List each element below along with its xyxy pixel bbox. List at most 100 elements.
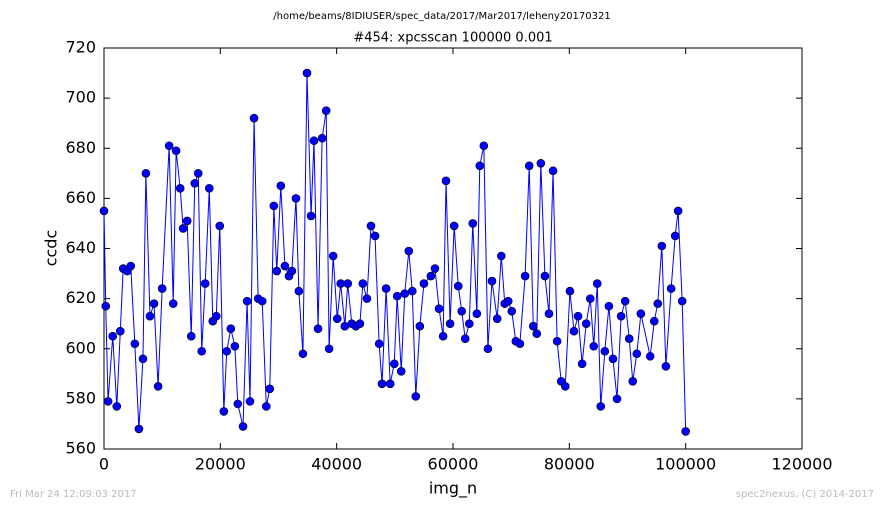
data-point [190,179,200,188]
data-point [355,319,365,328]
data-point [178,224,188,233]
data-point [294,286,304,296]
data-point [115,326,125,336]
data-point [328,251,338,261]
data-point [628,377,638,386]
data-point [261,402,271,411]
data-point [99,206,109,216]
data-point [245,397,255,406]
x-tick-label: 0 [99,455,109,474]
data-point [370,231,380,241]
data-point [503,296,513,306]
data-point [153,382,163,391]
y-tick-label: 580 [65,388,96,407]
footer-right: spec2nexus, (C) 2014-2017 [736,489,874,500]
data-point [108,331,118,341]
data-point [182,216,192,226]
data-point [540,271,550,281]
data-point [374,339,384,349]
data-point [272,266,282,276]
data-point [186,331,196,341]
data-point [197,346,207,356]
data-point [230,341,240,351]
data-point [324,344,334,354]
x-tick-label: 60000 [428,455,479,474]
data-point [483,344,493,354]
data-point [453,281,463,291]
data-point [219,407,229,416]
data-point [661,361,671,371]
data-point [175,184,185,193]
data-point [407,286,417,296]
data-point [670,231,680,241]
data-point [400,289,410,298]
data-point [215,221,225,231]
data-point [168,299,178,308]
y-tick-label: 700 [65,88,96,107]
data-point [569,326,579,336]
data-point [449,221,459,231]
y-tick-label: 680 [65,138,96,157]
data-point [468,219,478,228]
data-point [112,402,122,411]
y-axis-label: ccdc [42,230,61,267]
data-point [645,351,655,361]
data-point [649,316,659,326]
data-point [411,392,421,401]
data-point [287,266,297,276]
data-point [141,169,151,178]
data-point [419,279,429,288]
x-tick-label: 20000 [195,455,246,474]
data-point [280,261,290,271]
chart-title: #454: xpcsscan 100000 0.001 [353,31,552,46]
data-point [472,309,482,318]
data-point [581,319,591,328]
data-point [592,279,602,288]
data-point [616,311,626,321]
data-point [573,311,583,321]
data-point [171,146,181,156]
data-point [487,276,497,286]
data-point [276,181,286,191]
data-point [608,354,618,364]
data-point [677,296,687,306]
data-point [385,379,395,389]
data-point [560,382,570,391]
data-point [222,346,232,356]
y-tick-label: 560 [65,439,96,458]
data-point [332,314,342,323]
data-point [157,284,167,293]
data-point [544,309,554,318]
data-point [536,158,546,168]
data-point [620,296,630,306]
data-point [492,314,502,323]
suptitle: /home/beams/8IDIUSER/spec_data/2017/Mar2… [273,11,610,22]
data-point [298,349,308,359]
data-point [130,339,140,349]
data-point [193,169,203,178]
data-point [145,311,155,321]
data-point [430,264,440,273]
data-point [249,113,259,123]
data-point [524,161,534,171]
data-point [415,321,425,331]
data-point [291,194,301,203]
data-point [445,319,455,328]
data-point [457,306,467,316]
data-point [441,176,451,186]
data-point [309,136,319,146]
data-point [548,166,558,176]
data-point [515,339,525,349]
data-point [636,309,646,318]
data-point [389,359,399,369]
data-point [362,294,372,303]
data-point [101,301,111,311]
data-point [302,68,312,78]
data-point [577,359,587,369]
data-point [589,341,599,351]
data-point [460,334,470,344]
data-point [306,211,316,221]
y-tick-label: 640 [65,238,96,257]
data-point [532,329,542,339]
